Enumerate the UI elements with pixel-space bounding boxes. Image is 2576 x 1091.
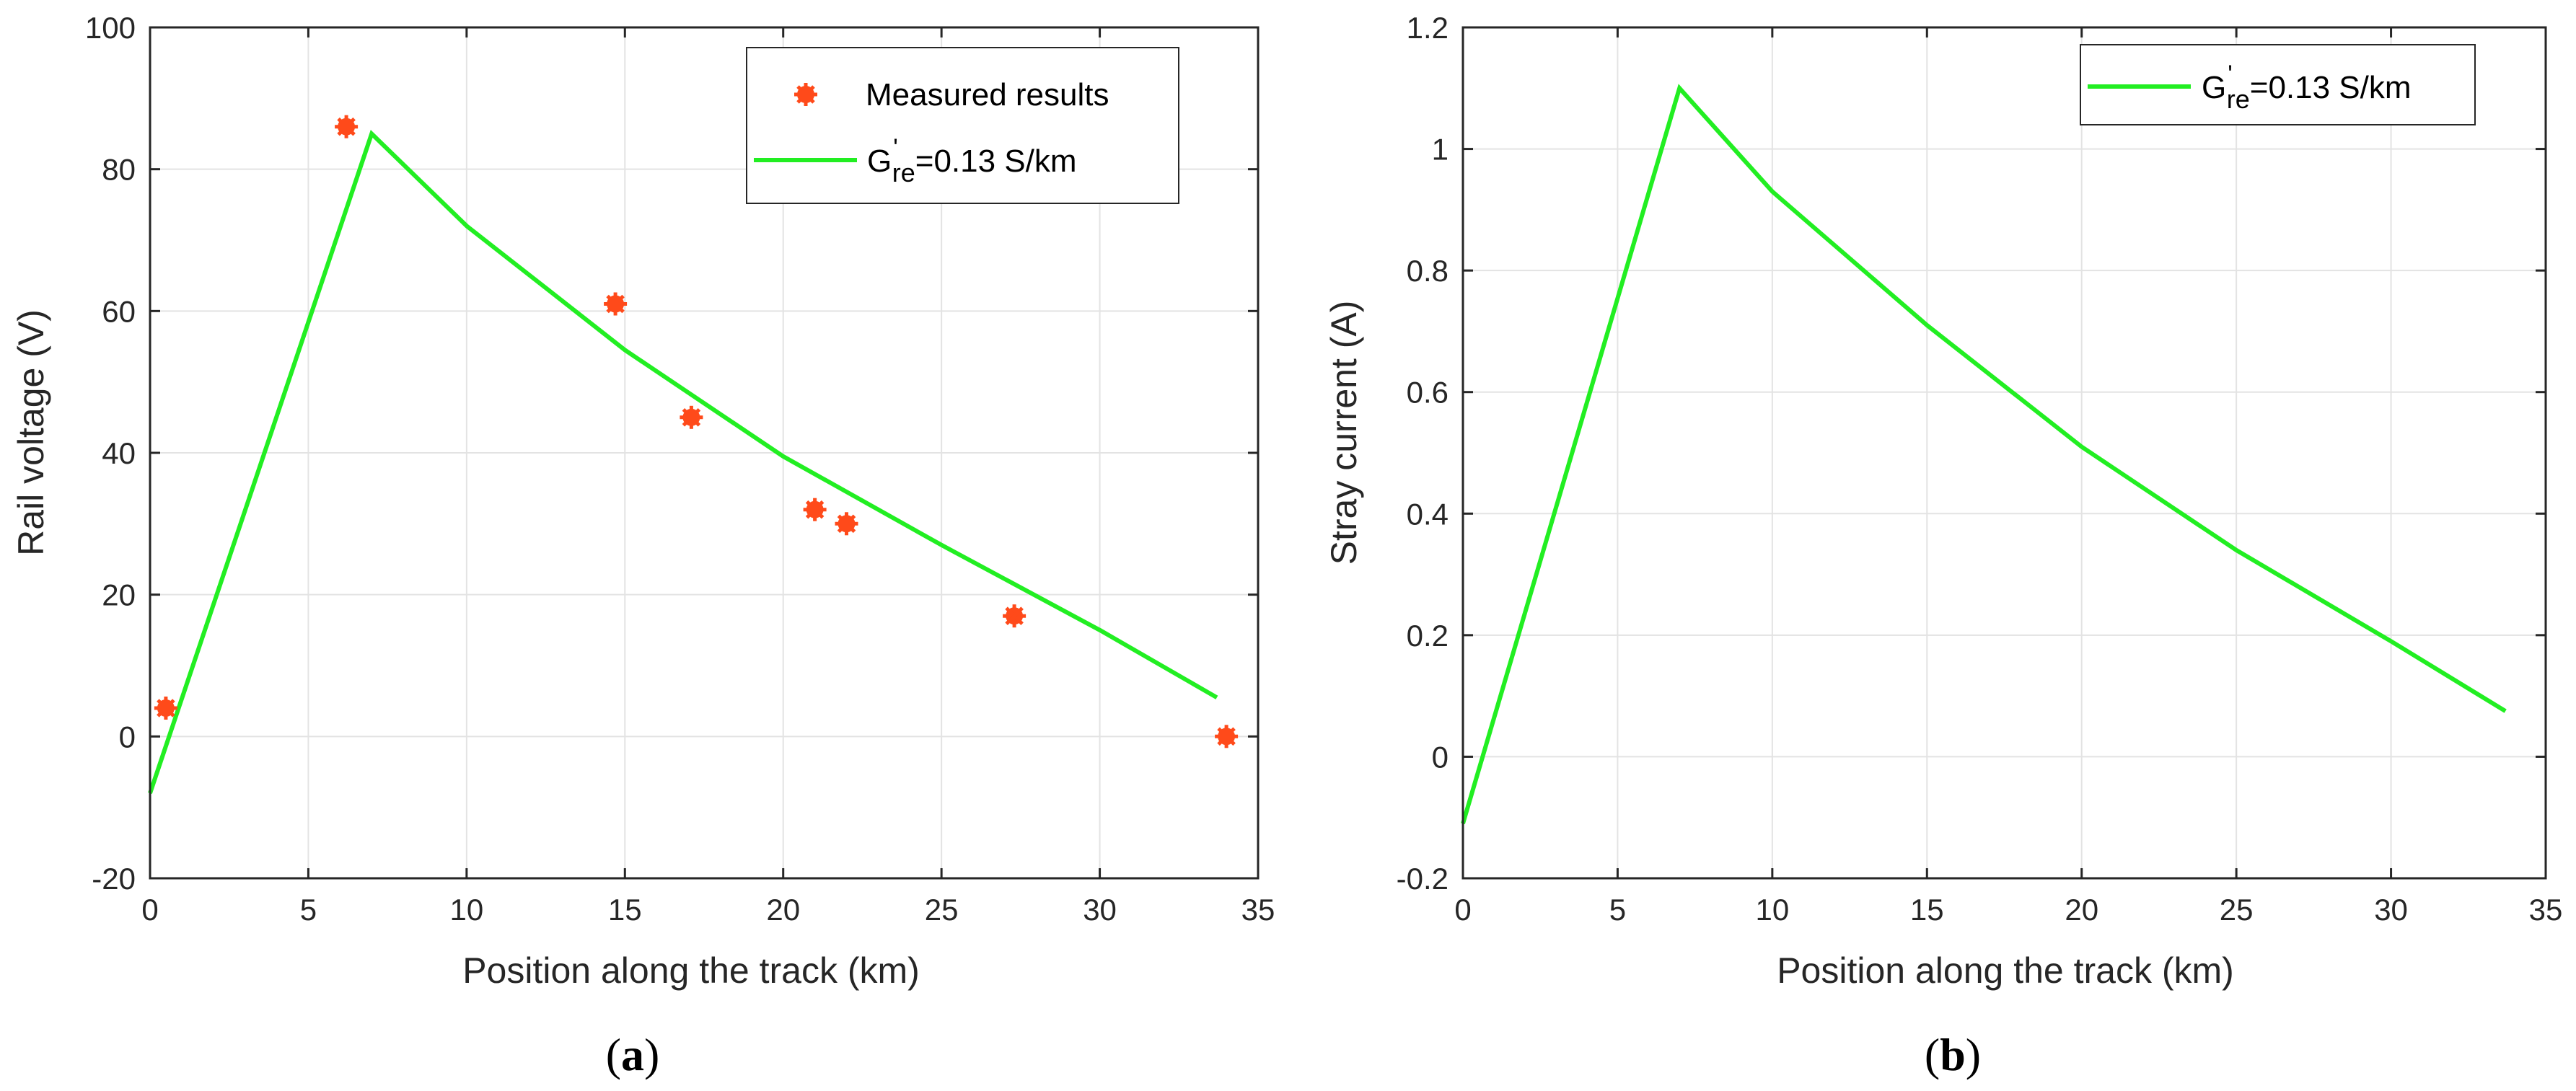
- panel-b-y-tick-label: 0.6: [1407, 376, 1449, 410]
- panel-b-caption-close: ): [1966, 1029, 1981, 1080]
- panel-b-caption: (b): [1925, 1029, 1981, 1080]
- panel-b-x-tick-label: 20: [2065, 893, 2098, 927]
- panel-a-x-axis-label: Position along the track (km): [462, 950, 920, 991]
- panel-a-measured-point: [680, 405, 703, 429]
- panel-b-model-line: [1461, 84, 2507, 824]
- panel-a-legend-label-model: G' re=0.13 S/km: [867, 134, 1077, 187]
- panel-b-x-tick-label: 30: [2374, 893, 2408, 927]
- panel-b-y-tick-label: 0.8: [1407, 254, 1449, 288]
- panel-a-y-tick-label: 20: [102, 578, 136, 612]
- panel-b-x-axis-label: Position along the track (km): [1777, 950, 2234, 991]
- panel-a-y-tick-label: 0: [119, 720, 136, 754]
- panel-b-y-tick-label: -0.2: [1397, 862, 1449, 896]
- panel-b-x-tick-label: 25: [2220, 893, 2254, 927]
- panel-a-y-tick-label: 40: [102, 436, 136, 470]
- panel-b-marks: [1461, 84, 2507, 824]
- panel-b-axes-frame: [1461, 26, 2547, 880]
- panel-a-model-line: [148, 130, 1218, 794]
- panel-b-caption-letter: b: [1940, 1029, 1966, 1080]
- panel-a-x-tick-label: 30: [1083, 893, 1117, 927]
- panel-b-x-tick-label: 5: [1609, 893, 1626, 927]
- panel-a-measured-point: [1003, 604, 1027, 628]
- panel-a-x-tick-label: 15: [608, 893, 642, 927]
- panel-a-legend-marker-icon: [794, 83, 817, 106]
- panel-a-x-ticks: 0 5 10 15 20 25 30 35: [141, 27, 1275, 927]
- panel-a-x-tick-label: 5: [300, 893, 317, 927]
- panel-b-plot-area: [1463, 27, 2546, 878]
- panel-b-legend-label-model: G' re=0.13 S/km: [2202, 61, 2412, 114]
- panel-a-measured-point: [803, 498, 827, 521]
- panel-b-y-tick-label: 0: [1432, 740, 1449, 774]
- panel-b-y-tick-label: 0.2: [1407, 619, 1449, 653]
- panel-b-x-ticks: 0 5 10 15 20 25 30 35: [1454, 27, 2562, 927]
- panel-a-y-axis-label: Rail voltage (V): [11, 309, 51, 556]
- panel-b-legend-name-prefix: G: [2202, 70, 2226, 105]
- panel-a-caption: (a): [606, 1029, 660, 1080]
- panel-a-caption-close: ): [644, 1029, 659, 1080]
- panel-a-x-tick-label: 20: [766, 893, 800, 927]
- panel-a-x-tick-label: 0: [141, 893, 158, 927]
- panel-b-y-ticks: -0.2 0 0.2 0.4 0.6 0.8 1 1.2: [1397, 11, 2546, 896]
- panel-a-caption-letter: a: [621, 1029, 644, 1080]
- panel-a-measured-point: [154, 697, 177, 720]
- panel-b-legend: G' re=0.13 S/km: [2080, 44, 2476, 125]
- panel-a-measured-point: [1215, 725, 1239, 748]
- panel-b-y-tick-label: 1.2: [1407, 11, 1449, 45]
- panel-b-y-axis-label: Stray current (A): [1324, 301, 1364, 565]
- panel-a-legend-name-prefix: G: [867, 143, 892, 179]
- panel-a-measured-point: [604, 292, 628, 316]
- panel-a-y-ticks: -20 0 20 40 60 80 100: [85, 11, 1258, 896]
- panel-a-legend-box: [746, 47, 1179, 204]
- panel-a-x-tick-label: 10: [449, 893, 483, 927]
- panel-a-legend-label-measured: Measured results: [866, 77, 1109, 112]
- panel-a-legend: Measured results G' re=0.13 S/km: [746, 47, 1179, 204]
- panel-a-y-tick-label: -20: [92, 862, 136, 896]
- panel-a-y-tick-label: 60: [102, 294, 136, 328]
- panel-a-legend-name-suffix: =0.13 S/km: [915, 143, 1077, 179]
- panel-b-stray-current: 0 5 10 15 20 25 30 35 -0.200.20.40.60.811.2 Pos…: [1324, 11, 2562, 1080]
- panel-a-y-tick-label: 100: [85, 11, 136, 45]
- panel-a-legend-name-subscript: re: [892, 158, 915, 187]
- panel-a-x-tick-label: 25: [925, 893, 959, 927]
- panel-a-x-tick-label: 35: [1241, 893, 1275, 927]
- panel-b-y-tick-label: 1: [1432, 133, 1449, 167]
- panel-b-y-tick-label: 0.4: [1407, 497, 1449, 531]
- panel-b-caption-open: (: [1925, 1029, 1940, 1080]
- panel-b-x-tick-label: 10: [1755, 893, 1789, 927]
- panel-b-x-tick-label: 15: [1910, 893, 1944, 927]
- panel-a-measured-point: [835, 512, 858, 536]
- panel-b-x-tick-label: 35: [2529, 893, 2563, 927]
- panel-a-marks: [148, 115, 1239, 794]
- panel-a-y-tick-label: 80: [102, 153, 136, 187]
- panel-a-measured-point: [335, 115, 359, 138]
- panel-b-legend-name-superscript: ': [2228, 61, 2233, 88]
- panel-b-x-tick-label: 0: [1454, 893, 1471, 927]
- panel-b-legend-name-subscript: re: [2227, 84, 2250, 114]
- panel-a-caption-open: (: [606, 1029, 621, 1080]
- panel-a-legend-name-superscript: ': [893, 134, 898, 162]
- panel-b-legend-name-suffix: =0.13 S/km: [2250, 70, 2412, 105]
